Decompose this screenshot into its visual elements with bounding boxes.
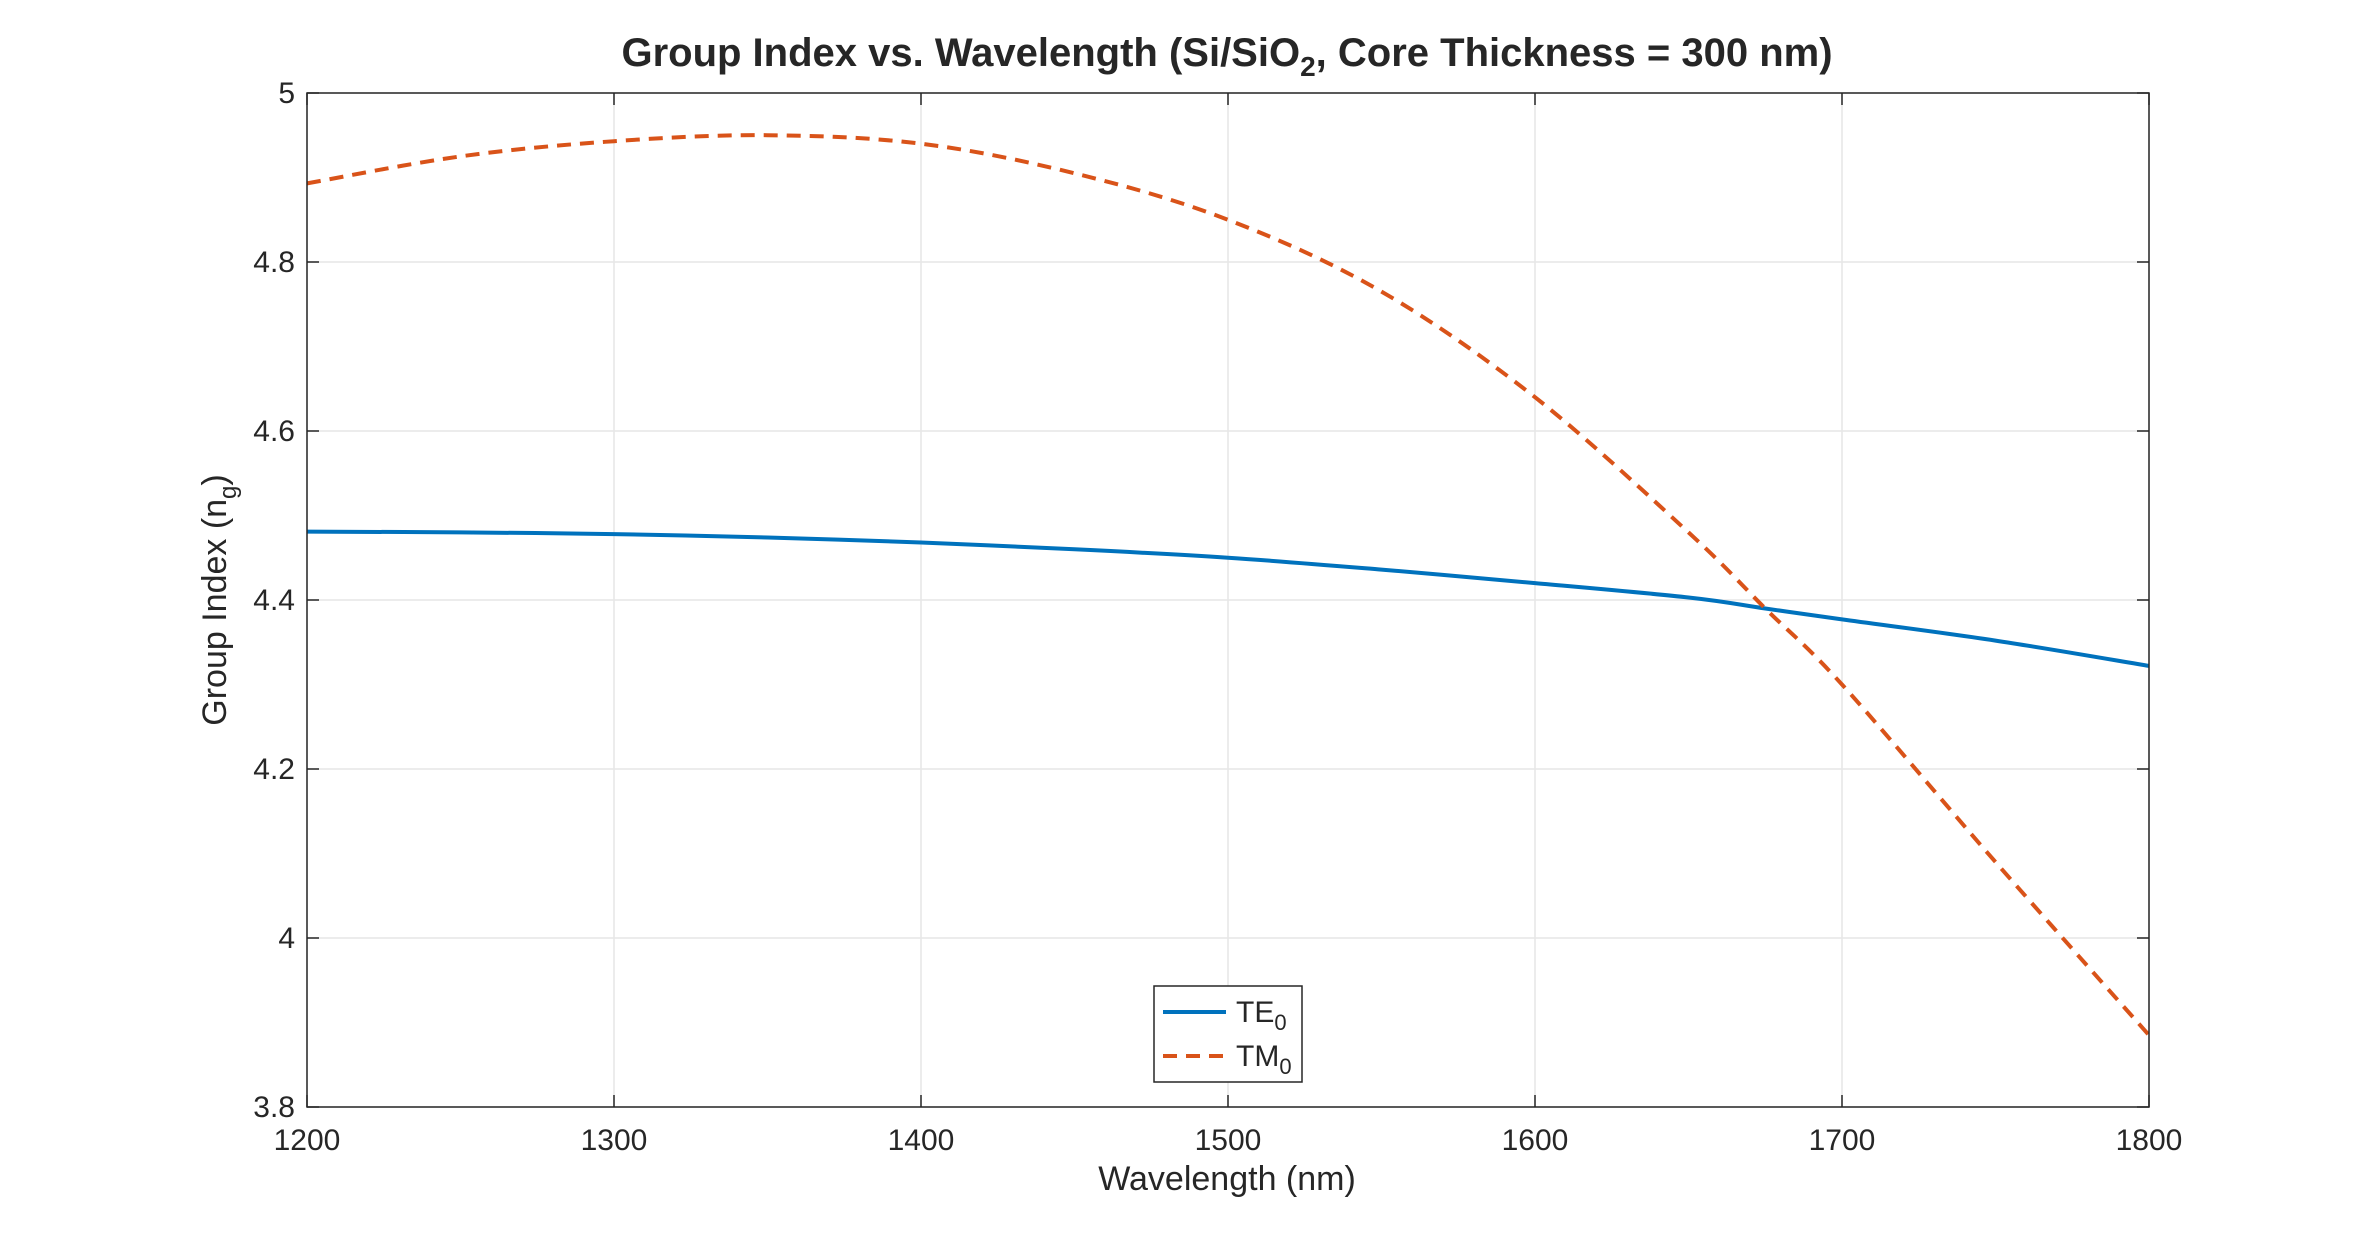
x-tick-label: 1800 [2116, 1124, 2183, 1157]
series-layer [306, 133, 2151, 1037]
series-line-te0 [306, 529, 2150, 668]
y-tick-label: 4.4 [253, 584, 295, 617]
legend-label-te0: TE0 [1236, 996, 1287, 1035]
series-line-tm0 [306, 133, 2151, 1037]
x-tick-label: 1400 [888, 1124, 955, 1157]
tick-labels: 1200 1300 1400 1500 1600 1700 1800 3.8 4 4.2 4.4 4.… [253, 77, 2182, 1157]
y-tick-label: 4.2 [253, 753, 295, 786]
x-tick-label: 1300 [581, 1124, 648, 1157]
y-tick-label: 5 [278, 77, 295, 110]
x-tick-label: 1600 [1502, 1124, 1569, 1157]
legend: TE0 TM0 [1153, 985, 1303, 1083]
x-tick-label: 1500 [1195, 1124, 1262, 1157]
x-tick-label: 1700 [1809, 1124, 1876, 1157]
chart-title: Group Index vs. Wavelength (Si/SiO2, Cor… [621, 31, 1832, 82]
legend-label-tm0: TM0 [1236, 1040, 1292, 1079]
y-tick-label: 4.8 [253, 246, 295, 279]
y-tick-label: 4 [278, 922, 295, 955]
chart-title-subscript: 2 [1300, 51, 1316, 82]
y-axis-label: Group Index (ng) [196, 474, 242, 725]
y-axis-label-subscript: g [215, 486, 242, 499]
y-tick-label: 3.8 [253, 1091, 295, 1124]
x-tick-label: 1200 [274, 1124, 341, 1157]
x-axis-label: Wavelength (nm) [1098, 1160, 1356, 1198]
y-tick-label: 4.6 [253, 415, 295, 448]
axes [306, 92, 2150, 1108]
legend-box [1153, 985, 1303, 1083]
plot-frame [306, 92, 2150, 1108]
